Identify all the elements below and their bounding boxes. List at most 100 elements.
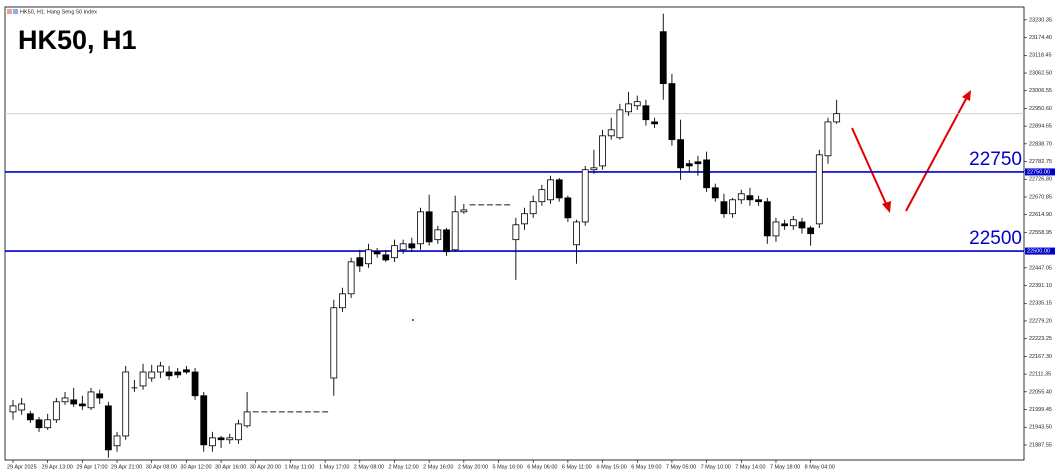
level-tag-bg xyxy=(1025,247,1055,255)
plot-frame xyxy=(4,6,1025,461)
arrow-head xyxy=(962,90,971,101)
candle-body xyxy=(70,399,78,405)
candle-body xyxy=(104,405,112,451)
candle-body xyxy=(746,195,754,201)
candle-body xyxy=(694,161,702,165)
candle-body xyxy=(399,243,407,251)
x-tick-label: 7 May 18:00 xyxy=(770,464,800,470)
x-tick-label: 29 Apr 17:00 xyxy=(76,464,107,470)
candle-body xyxy=(52,401,60,421)
candle-body xyxy=(373,251,381,255)
candle-body xyxy=(599,135,606,167)
candle-body xyxy=(347,261,355,295)
candle-body xyxy=(729,199,737,215)
candle-body xyxy=(148,371,156,379)
candle-body xyxy=(720,201,728,215)
candle-body xyxy=(330,307,338,379)
candle-body xyxy=(581,169,589,223)
candle-body xyxy=(113,435,121,447)
level-value: 22750 xyxy=(969,149,1022,170)
candle-body xyxy=(9,405,17,413)
candle-body xyxy=(547,179,554,201)
candle-body xyxy=(365,249,372,265)
candle-body xyxy=(703,159,710,189)
x-tick-label: 7 May 10:00 xyxy=(701,464,731,470)
candle-body xyxy=(96,393,104,399)
y-tick-label: 22670.85 xyxy=(1029,194,1052,200)
level-tag-bg xyxy=(1025,168,1055,176)
candle-body xyxy=(772,221,780,237)
x-tick-label: 30 Apr 16:00 xyxy=(215,464,246,470)
candle-body xyxy=(191,371,199,397)
candle-body xyxy=(417,211,424,245)
y-tick-label: 23006.55 xyxy=(1029,88,1052,94)
marker-dot xyxy=(412,319,414,321)
candle-body xyxy=(711,187,719,199)
candle-body xyxy=(443,229,450,253)
y-tick-label: 23118.45 xyxy=(1029,53,1052,59)
candle-body xyxy=(391,245,398,259)
x-tick-label: 2 May 12:00 xyxy=(388,464,418,470)
y-tick-label: 22950.60 xyxy=(1029,106,1052,112)
candle-body xyxy=(538,189,546,203)
y-tick-label: 22726.80 xyxy=(1029,177,1052,183)
y-tick-label: 21943.50 xyxy=(1029,425,1052,431)
candle-body xyxy=(35,419,43,429)
y-tick-label: 22391.10 xyxy=(1029,283,1052,289)
candle-body xyxy=(382,254,390,261)
candle-body xyxy=(217,437,225,441)
candle-body xyxy=(685,163,693,167)
candle-body xyxy=(651,121,658,125)
candle-body xyxy=(755,199,763,203)
x-tick-label: 1 May 11:00 xyxy=(284,464,314,470)
candle-body xyxy=(642,105,650,121)
candle-body xyxy=(590,167,598,171)
candle-body xyxy=(139,371,147,387)
candle-body xyxy=(668,83,676,141)
arrow-head xyxy=(882,201,891,213)
candle-body xyxy=(243,411,251,427)
candle-body xyxy=(815,154,823,225)
candle-body xyxy=(200,395,208,446)
level-tag: 22500.00 xyxy=(1027,249,1050,255)
y-tick-label: 22614.90 xyxy=(1029,212,1052,218)
candle-body xyxy=(156,365,164,373)
candle-body xyxy=(625,103,632,113)
candle-body xyxy=(408,243,416,249)
y-tick-label: 22167.30 xyxy=(1029,354,1052,360)
candle-body xyxy=(807,227,815,235)
candle-body xyxy=(833,113,841,123)
candle-body xyxy=(44,419,52,429)
candle-body xyxy=(87,391,95,409)
candle-body xyxy=(616,109,624,139)
x-tick-label: 8 May 04:00 xyxy=(805,464,835,470)
y-tick-label: 22335.15 xyxy=(1029,301,1052,307)
candle-body xyxy=(512,224,520,241)
candle-body xyxy=(226,437,234,441)
candle-body xyxy=(165,371,173,377)
arrow-down xyxy=(851,127,888,207)
candle-body xyxy=(78,403,86,407)
y-tick-label: 21999.45 xyxy=(1029,407,1052,413)
candle-body xyxy=(434,229,442,241)
y-tick-label: 23174.40 xyxy=(1029,35,1052,41)
candle-body xyxy=(564,197,572,219)
candle-body xyxy=(425,211,433,243)
candle-body xyxy=(555,179,563,199)
x-tick-label: 5 May 16:00 xyxy=(493,464,523,470)
candle-body xyxy=(781,223,789,227)
candle-body xyxy=(18,403,26,411)
candle-body xyxy=(633,101,641,107)
candle-body xyxy=(789,219,797,227)
candle-body xyxy=(763,201,771,237)
y-tick-label: 22558.95 xyxy=(1029,230,1052,236)
candle-body xyxy=(677,139,684,169)
y-tick-label: 22279.20 xyxy=(1029,318,1052,324)
candle-body xyxy=(356,257,364,267)
x-tick-label: 29 Apr 21:00 xyxy=(111,464,142,470)
y-tick-label: 21887.55 xyxy=(1029,442,1052,448)
y-tick-label: 23230.35 xyxy=(1029,17,1052,23)
x-tick-label: 6 May 11:00 xyxy=(562,464,592,470)
